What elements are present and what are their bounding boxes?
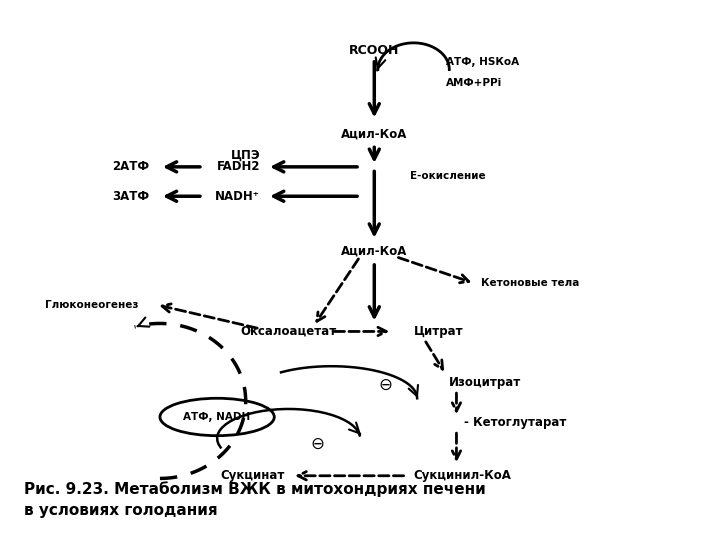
Text: Сукцинат: Сукцинат xyxy=(220,469,285,482)
Text: АТФ, HSКоА: АТФ, HSКоА xyxy=(446,57,519,66)
Text: 3АТФ: 3АТФ xyxy=(112,190,149,202)
Text: - Кетоглутарат: - Кетоглутарат xyxy=(464,416,566,429)
Text: RCOOH: RCOOH xyxy=(349,44,400,57)
Text: АТФ, NADH: АТФ, NADH xyxy=(184,412,251,422)
Text: FADH2: FADH2 xyxy=(217,160,260,173)
Text: Е-окисление: Е-окисление xyxy=(410,172,485,181)
Text: Изоцитрат: Изоцитрат xyxy=(449,376,521,389)
Text: ⊖: ⊖ xyxy=(310,435,324,453)
Text: ⊖: ⊖ xyxy=(378,376,392,394)
Text: Кетоновые тела: Кетоновые тела xyxy=(482,278,580,288)
Text: Рис. 9.23. Метаболизм ВЖК в митохондриях печени
в условиях голодания: Рис. 9.23. Метаболизм ВЖК в митохондриях… xyxy=(24,482,486,518)
Text: Ацил-КоА: Ацил-КоА xyxy=(341,245,408,258)
Text: Цитрат: Цитрат xyxy=(413,325,463,338)
Text: NADH⁺: NADH⁺ xyxy=(215,190,260,202)
Text: Глюконеогенез: Глюконеогенез xyxy=(45,300,138,310)
Text: АМФ+РРi: АМФ+РРi xyxy=(446,78,502,88)
Text: Сукцинил-КоА: Сукцинил-КоА xyxy=(413,469,511,482)
Text: 2АТФ: 2АТФ xyxy=(112,160,149,173)
Text: Оксалоацетат: Оксалоацетат xyxy=(240,325,337,338)
Text: Ацил-КоА: Ацил-КоА xyxy=(341,127,408,140)
Text: ЦПЭ: ЦПЭ xyxy=(231,148,261,161)
